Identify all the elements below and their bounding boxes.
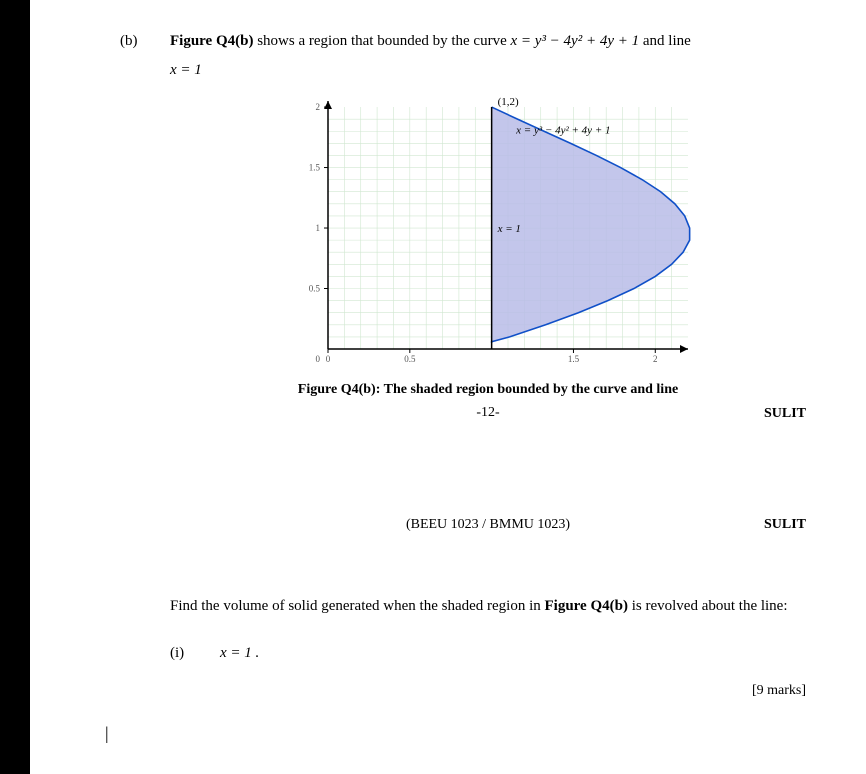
part-label: (b) [120,30,150,701]
subpart-row: (i) x = 1 . [170,642,806,665]
svg-text:0.5: 0.5 [309,284,321,294]
text-cursor: | [105,720,109,747]
instruction-text-2: is revolved about the line: [628,598,788,614]
part-body: Figure Q4(b) shows a region that bounded… [170,30,806,701]
chart-svg: 0 0.5 1.5 2 0.5 1 1.5 2 0 (1,2) x = 1 x = y³ − 4y² … [268,89,708,369]
figure-ref: Figure Q4(b) [170,33,253,49]
intro-text: shows a region that bounded by the curve [253,33,510,49]
svg-text:x = y³ − 4y² + 4y + 1: x = y³ − 4y² + 4y + 1 [515,125,610,137]
line-equation: x = 1 [170,59,806,82]
svg-text:0.5: 0.5 [404,354,416,364]
marks: [9 marks] [170,680,806,701]
svg-text:1: 1 [316,223,321,233]
content-area: (b) Figure Q4(b) shows a region that bou… [0,0,866,774]
svg-text:1.5: 1.5 [309,163,321,173]
page: (b) Figure Q4(b) shows a region that bou… [0,0,866,774]
instruction-text-1: Find the volume of solid generated when … [170,598,545,614]
subpart-equation: x = 1 . [220,642,259,665]
svg-text:x = 1: x = 1 [497,223,521,235]
figure-caption: Figure Q4(b): The shaded region bounded … [268,379,708,400]
page-header-2: (BEEU 1023 / BMMU 1023) SULIT [170,514,806,535]
svg-text:0: 0 [326,354,331,364]
subpart-label: (i) [170,642,200,665]
sulit-label-2: SULIT [764,514,806,535]
svg-text:2: 2 [653,354,658,364]
svg-text:(1,2): (1,2) [498,96,519,108]
svg-text:2: 2 [316,102,321,112]
figure: 0 0.5 1.5 2 0.5 1 1.5 2 0 (1,2) x = 1 x = y³ − 4y² … [268,89,708,400]
intro-mid: and line [639,33,691,49]
course-code: (BEEU 1023 / BMMU 1023) [406,514,570,535]
part-b-row: (b) Figure Q4(b) shows a region that bou… [120,30,806,701]
svg-text:0: 0 [316,354,321,364]
instruction-figure-ref: Figure Q4(b) [545,598,628,614]
curve-equation: x = y³ − 4y² + 4y + 1 [511,33,640,49]
instruction: Find the volume of solid generated when … [170,595,806,618]
svg-text:1.5: 1.5 [568,354,580,364]
